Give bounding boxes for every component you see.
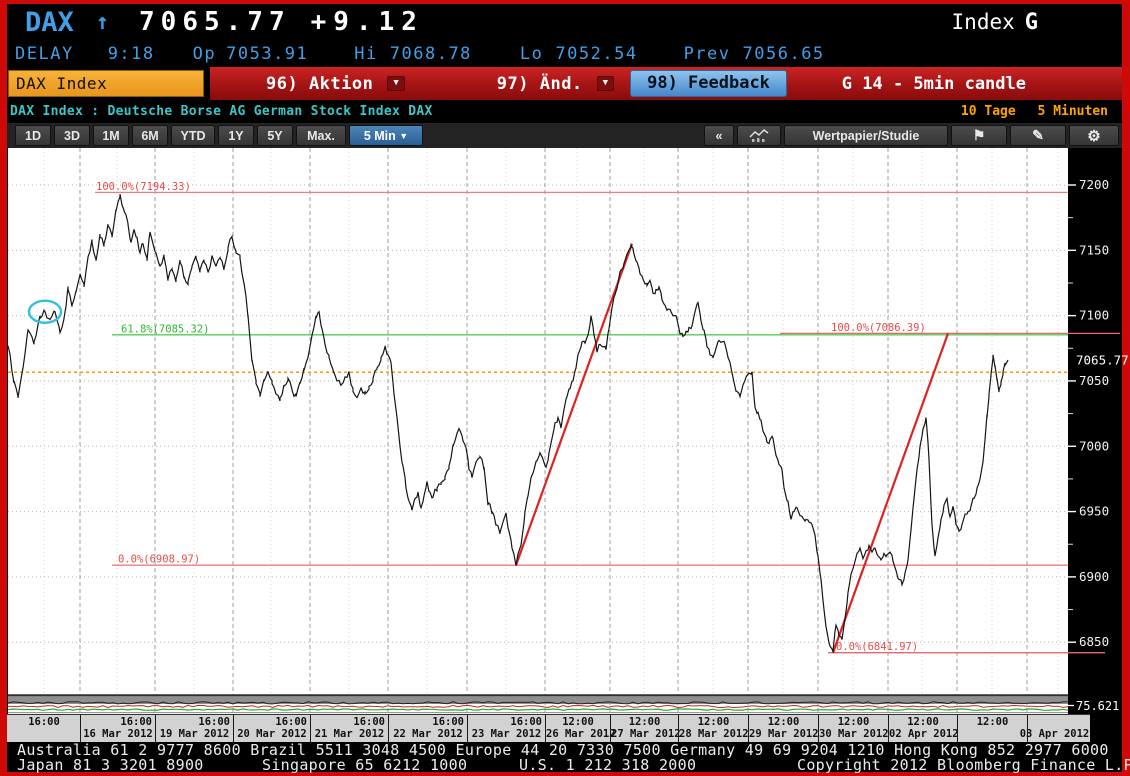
time-axis-cell: 16:00 22 Mar 2012 xyxy=(388,715,467,742)
price-change: +9.12 xyxy=(310,7,424,37)
interval-caret-icon: ▼ xyxy=(399,130,409,141)
change-caret-icon[interactable]: ▼ xyxy=(596,76,615,91)
range-interval: 10 Tage 5 Minuten xyxy=(961,104,1122,119)
period-button-3d[interactable]: 3D xyxy=(54,125,90,146)
time-axis: 16:00 16:00 16 Mar 2012 16:00 19 Mar 2012 16:… xyxy=(7,714,1090,742)
flag-icon: ⚑ xyxy=(972,127,986,143)
flag-button[interactable]: ⚑ xyxy=(951,125,1007,146)
footer-segment: U.S. 1 212 318 2000 xyxy=(519,755,697,774)
action-menu-button[interactable]: 96) Aktion xyxy=(266,73,374,94)
open-label: Op xyxy=(192,43,217,64)
footer: Australia 61 2 9777 8600 Brazil 5511 304… xyxy=(7,741,1130,774)
time-axis-cell: 16:00 20 Mar 2012 xyxy=(233,715,310,742)
index-description: DAX Index : Deutsche Borse AG German Sto… xyxy=(10,104,433,119)
time-axis-cell: 12:00 27 Mar 2012 xyxy=(610,715,681,742)
time-axis-cell: 12:00 02 Apr 2012 xyxy=(888,715,959,742)
time-axis-cell: 16:00 xyxy=(28,716,60,728)
low-label: Lo xyxy=(519,43,544,64)
delay-time: 9:18 xyxy=(107,43,155,64)
feedback-button[interactable]: 98) Feedback xyxy=(630,70,787,97)
time-axis-cell: 12:00 26 Mar 2012 xyxy=(545,715,616,742)
price-axis-panel xyxy=(1068,148,1122,714)
period-button-ytd[interactable]: YTD xyxy=(171,125,215,146)
annotate-button[interactable]: ✎ xyxy=(1010,125,1066,146)
time-axis-corner xyxy=(1090,714,1122,742)
ticker-input[interactable]: DAX Index xyxy=(8,70,204,97)
function-key: G xyxy=(1024,9,1038,35)
chart-toolbar: 1D 3D 1M 6M YTD 1Y 5Y Max. 5 Min ▼ « Wertpapier… xyxy=(7,123,1122,148)
range-label: 10 Tage xyxy=(960,104,1016,119)
time-axis-cell: 12:00 xyxy=(957,715,1027,742)
high-value: 7068.78 xyxy=(389,43,472,64)
open-value: 7053.91 xyxy=(226,43,309,64)
up-arrow-icon: ↑ xyxy=(95,9,110,35)
period-button-6m[interactable]: 6M xyxy=(132,125,168,146)
chart-function-label: G 14 - 5min candle xyxy=(841,73,1026,94)
ribbon-red-bar: 96) Aktion ▼ 97) Änd. ▼ 98) Feedback G 1… xyxy=(210,67,1122,100)
time-axis-cell: 16:00 23 Mar 2012 xyxy=(467,715,545,742)
time-axis-cell: 12:00 28 Mar 2012 xyxy=(678,715,749,742)
period-button-1m[interactable]: 1M xyxy=(93,125,129,146)
quote-header: DAX ↑ 7065.77 +9.12 Index G xyxy=(7,4,1122,40)
period-button-max[interactable]: Max. xyxy=(296,125,346,146)
high-label: Hi xyxy=(354,43,378,64)
interval-select[interactable]: 5 Min ▼ xyxy=(349,125,423,146)
period-buttons: 1D 3D 1M 6M YTD 1Y 5Y Max. xyxy=(12,125,346,146)
chart-subheader: DAX Index : Deutsche Borse AG German Sto… xyxy=(7,100,1122,123)
prev-label: Prev xyxy=(683,43,731,64)
footer-segment: Singapore 65 6212 1000 xyxy=(262,755,468,774)
period-button-1d[interactable]: 1D xyxy=(15,125,51,146)
low-value: 7052.54 xyxy=(555,43,638,64)
toolbar-right-group: « Wertpapier/Studie ⚑ ✎ ⚙ xyxy=(701,125,1119,146)
quote-statusline: DELAY 9:18 Op 7053.91 Hi 7068.78 Lo 7052… xyxy=(7,40,1122,67)
period-button-1y[interactable]: 1Y xyxy=(218,125,254,146)
time-axis-cell: 12:00 29 Mar 2012 xyxy=(748,715,819,742)
interval-label: 5 Minuten xyxy=(1037,104,1108,119)
command-ribbon: DAX Index 96) Aktion ▼ 97) Änd. ▼ 98) Fe… xyxy=(7,67,1122,100)
footer-line1: Australia 61 2 9777 8600 Brazil 5511 304… xyxy=(17,741,1109,759)
chart-type-button[interactable] xyxy=(737,125,781,146)
footer-segment: Copyright 2012 Bloomberg Finance L.P. xyxy=(797,755,1130,774)
time-axis-cell: 03 Apr 2012 xyxy=(1020,715,1090,742)
annotate-icon: ✎ xyxy=(1032,127,1044,143)
last-price: 7065.77 xyxy=(139,7,291,37)
prev-value: 7056.65 xyxy=(742,43,825,64)
footer-segment: Japan 81 3 3201 8900 xyxy=(17,755,204,774)
change-menu-button[interactable]: 97) Änd. xyxy=(496,73,583,94)
time-axis-cell: 16:00 21 Mar 2012 xyxy=(310,715,388,742)
time-axis-cell: 16:00 16 Mar 2012 xyxy=(80,715,155,742)
chart-plot-area[interactable] xyxy=(8,148,1068,714)
footer-line2: Japan 81 3 3201 8900 Singapore 65 6212 10… xyxy=(7,755,1130,774)
chart-icon xyxy=(749,129,769,142)
symbol-label: DAX xyxy=(25,6,74,38)
study-button[interactable]: Wertpapier/Studie xyxy=(784,125,948,146)
security-type: Index G xyxy=(951,9,1038,35)
action-caret-icon[interactable]: ▼ xyxy=(387,76,405,91)
settings-button[interactable]: ⚙ xyxy=(1069,125,1119,146)
period-button-5y[interactable]: 5Y xyxy=(257,125,293,146)
collapse-button[interactable]: « xyxy=(704,125,734,146)
delay-label: DELAY xyxy=(15,43,74,64)
time-axis-cell: 12:00 30 Mar 2012 xyxy=(818,715,889,742)
gear-icon: ⚙ xyxy=(1087,127,1101,145)
time-axis-cell: 16:00 19 Mar 2012 xyxy=(155,715,233,742)
